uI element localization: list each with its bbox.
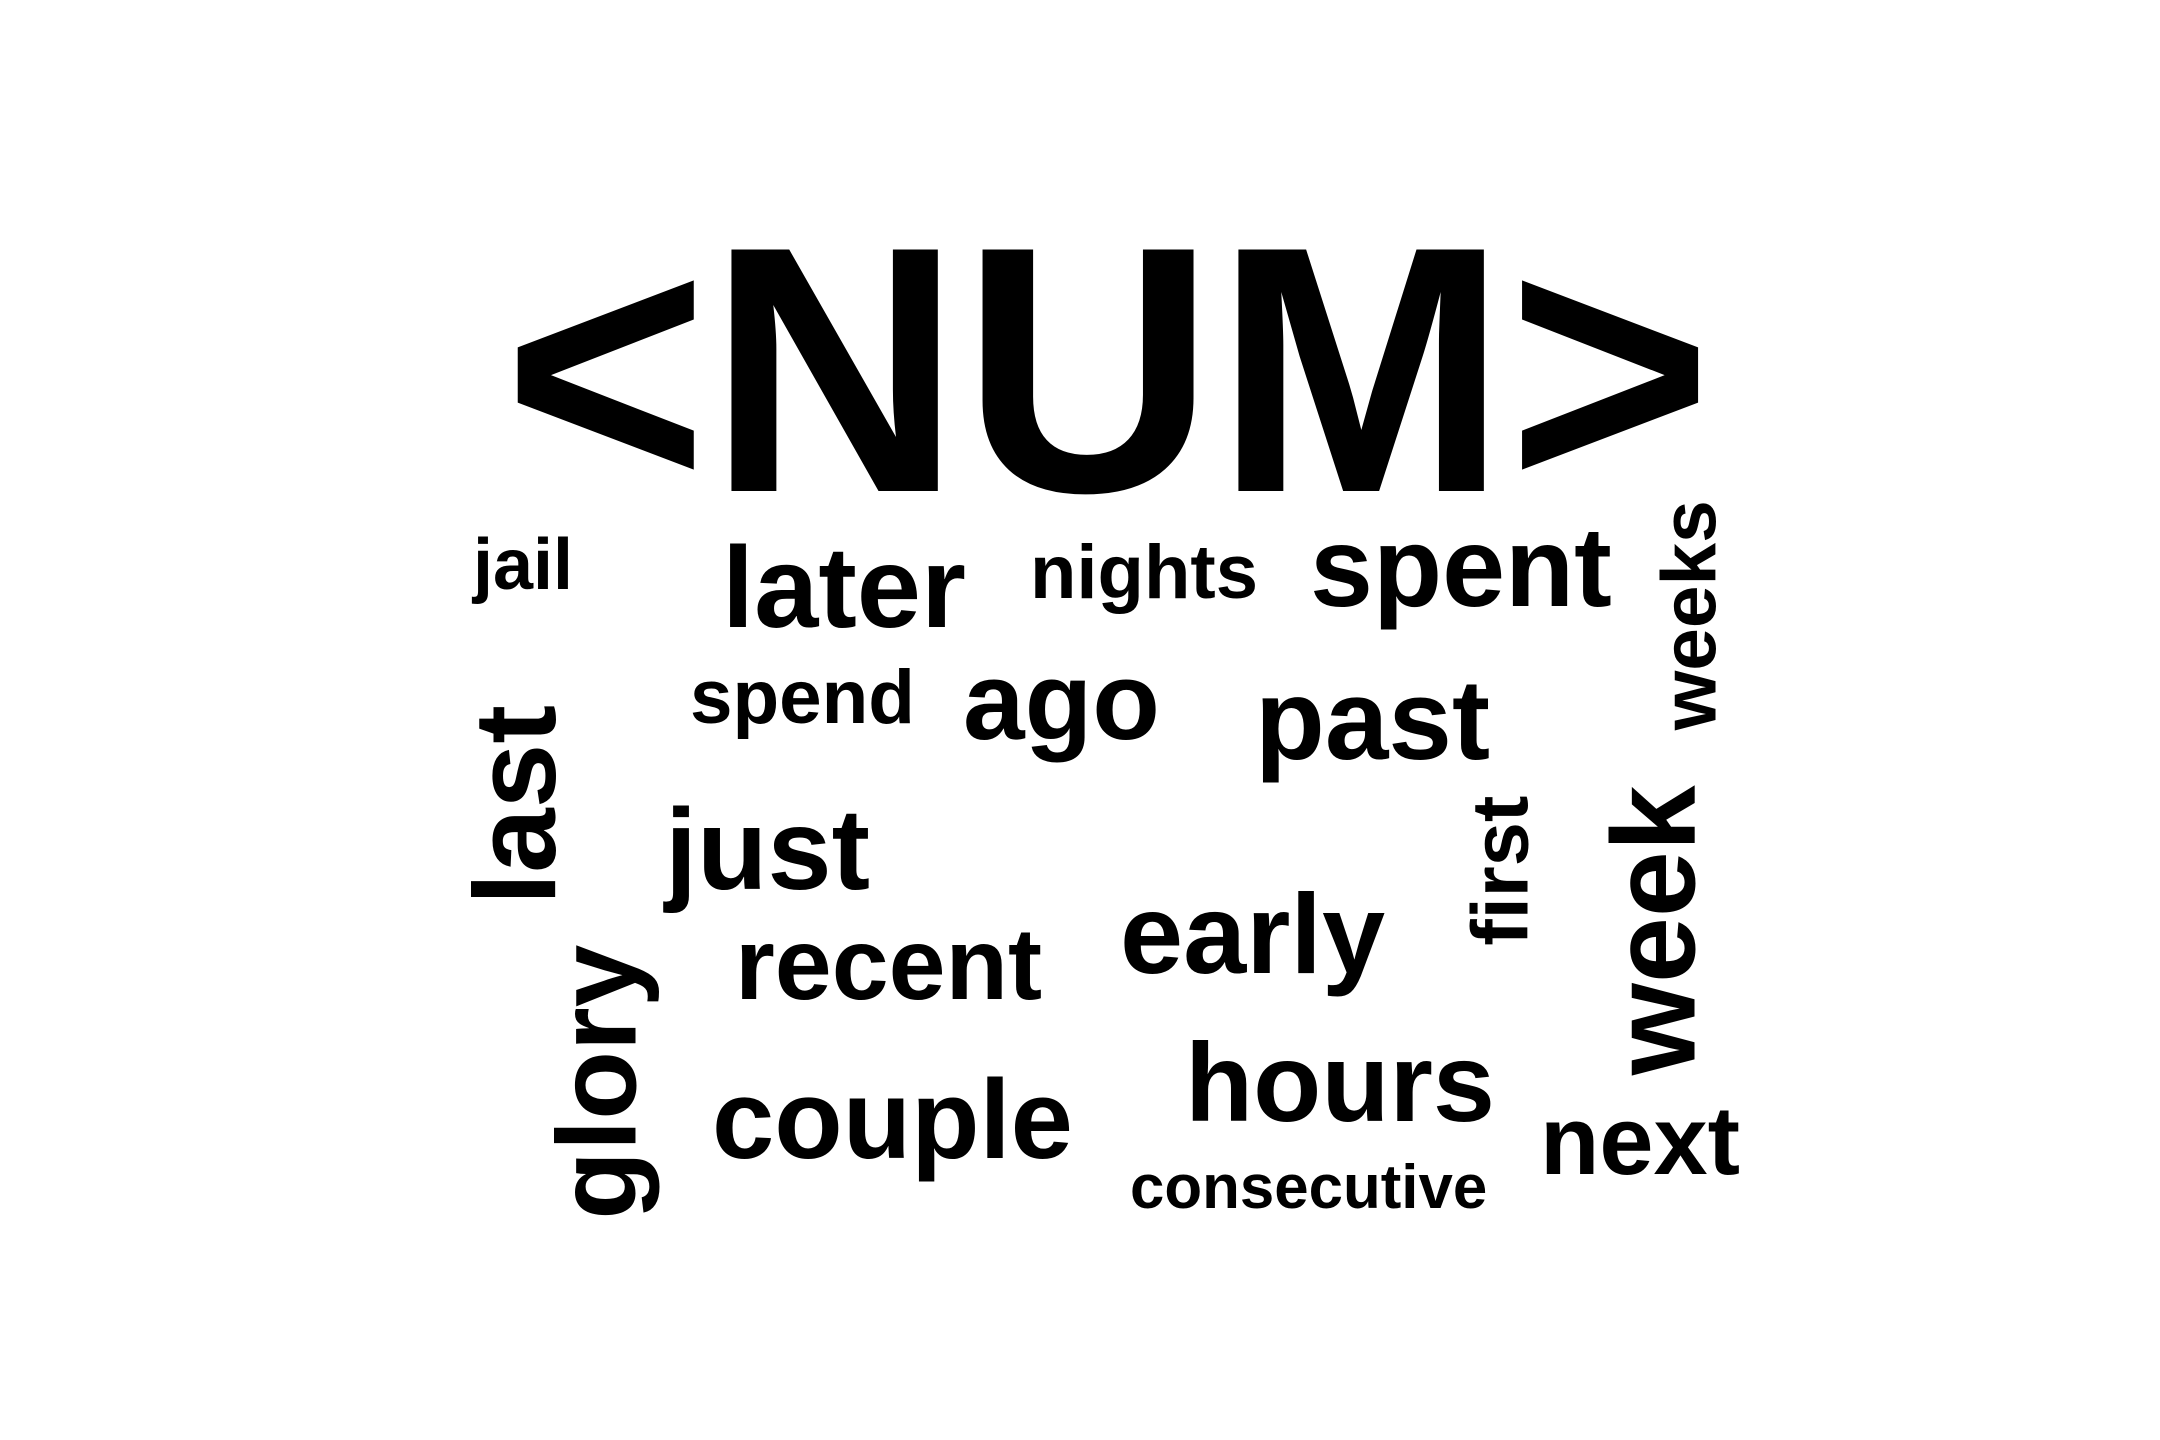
word-weeks: weeks <box>1647 499 1733 730</box>
word-hours: hours <box>1185 1019 1495 1145</box>
word-glory: glory <box>532 944 659 1220</box>
word-first: first <box>1455 795 1545 946</box>
word-past: past <box>1255 656 1491 784</box>
word-nights: nights <box>1030 529 1258 615</box>
word-week: week <box>1588 784 1721 1075</box>
word-spend: spend <box>690 654 915 740</box>
word-later: later <box>722 523 966 652</box>
word-couple: couple <box>712 1057 1073 1182</box>
word-just: just <box>665 785 870 914</box>
word-ago: ago <box>963 640 1160 763</box>
word-early: early <box>1120 871 1386 998</box>
word-recent: recent <box>735 905 1043 1021</box>
word-jail: jail <box>473 525 574 605</box>
word-last: last <box>449 705 580 906</box>
word-num: <NUM> <box>503 173 1713 566</box>
word-spent: spent <box>1310 504 1612 630</box>
word-consecutive: consecutive <box>1130 1152 1488 1222</box>
word-next: next <box>1540 1085 1741 1195</box>
